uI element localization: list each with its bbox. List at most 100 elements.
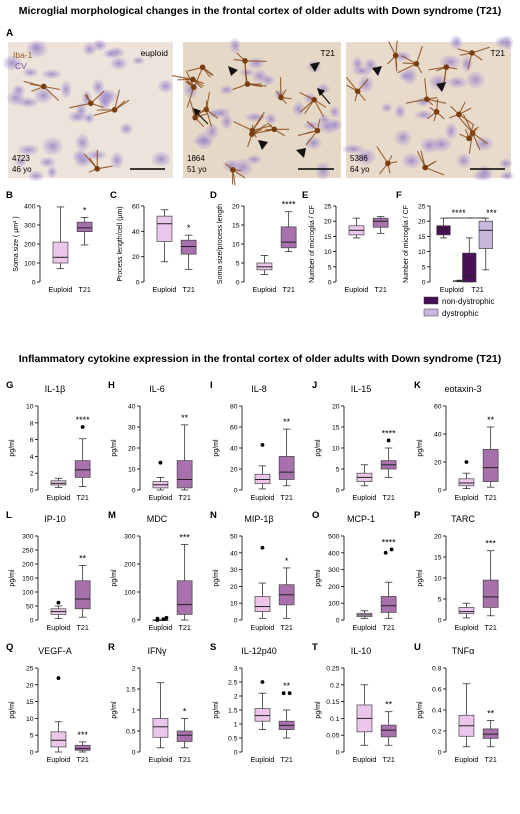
- chart-title: IL-15: [351, 384, 372, 394]
- panel-letter: U: [414, 642, 421, 653]
- panel-letter: O: [312, 510, 319, 521]
- box: [177, 581, 192, 615]
- x-tick-label: Euploid: [352, 755, 376, 764]
- y-tick-label: 5: [422, 264, 426, 271]
- micrograph-tag: euploid: [141, 48, 169, 58]
- y-tick-label: 0.6: [432, 687, 442, 694]
- box: [381, 725, 396, 737]
- y-tick-label: 20: [324, 219, 332, 226]
- micrograph-case-id: 1864: [187, 154, 205, 163]
- y-axis-label: Process length/cell (µm): [117, 206, 124, 281]
- outlier-point: [282, 691, 286, 695]
- box-plot: [181, 235, 196, 269]
- outlier-point: [159, 461, 163, 465]
- outlier-point: [384, 551, 388, 555]
- panel-letter: N: [210, 510, 217, 521]
- y-tick-label: 0: [336, 618, 340, 625]
- chart-title: MCP-1: [347, 514, 375, 524]
- significance-marker: ***: [179, 532, 190, 542]
- chart-title: eotaxin-3: [444, 384, 481, 394]
- nucleus-stain: [358, 76, 373, 93]
- y-tick-label: 8: [30, 420, 34, 427]
- box-plot: [279, 691, 294, 738]
- box-plot: [357, 685, 372, 745]
- y-tick-label: 60: [230, 425, 238, 432]
- microglia-soma: [245, 81, 251, 87]
- y-tick-label: 0: [336, 750, 340, 757]
- y-tick-label: 0: [234, 488, 238, 495]
- chart-title: TARC: [451, 514, 475, 524]
- panel-letter: B: [6, 190, 13, 201]
- box-plot: [255, 443, 270, 489]
- box-plot: [177, 718, 192, 747]
- significance-marker: **: [283, 417, 291, 427]
- microglia-soma: [466, 136, 472, 142]
- outlier-point: [465, 460, 469, 464]
- x-tick-label: Euploid: [454, 623, 478, 632]
- microglia-soma: [469, 50, 475, 56]
- y-tick-label: 1.5: [126, 687, 136, 694]
- nucleus-stain: [261, 75, 275, 85]
- y-axis-label: pg/ml: [315, 439, 322, 457]
- y-axis-label: pg/ml: [213, 439, 220, 457]
- nucleus-stain: [440, 55, 461, 68]
- box-plot: [51, 601, 66, 619]
- y-tick-label: 20: [232, 204, 240, 211]
- microglia-soma: [242, 58, 248, 64]
- legend-label: dystrophic: [442, 309, 478, 318]
- significance-marker: **: [385, 700, 393, 710]
- y-tick-label: 200: [22, 562, 34, 569]
- outlier-point: [165, 616, 169, 620]
- y-tick-label: 0: [30, 750, 34, 757]
- nucleus-stain: [104, 49, 119, 58]
- box: [459, 607, 474, 613]
- y-tick-label: 0: [136, 280, 140, 287]
- significance-marker: **: [487, 709, 495, 719]
- significance-marker: *: [285, 556, 289, 566]
- x-tick-label: Euploid: [440, 285, 464, 294]
- nucleus-stain: [316, 162, 331, 179]
- y-tick-label: 3: [234, 666, 238, 673]
- x-tick-label: Euploid: [352, 493, 376, 502]
- outlier-point: [261, 443, 265, 447]
- y-tick-label: 2.5: [228, 680, 238, 687]
- y-tick-label: 200: [328, 584, 340, 591]
- chart-title: IL-12p40: [241, 646, 277, 656]
- nucleus-stain: [246, 155, 261, 164]
- nucleus-stain: [445, 123, 457, 139]
- significance-marker: **: [487, 415, 495, 425]
- x-tick-label: T21: [484, 755, 496, 764]
- x-tick-label: T21: [76, 755, 88, 764]
- box-plot: [51, 676, 66, 752]
- y-axis-label: pg/ml: [9, 569, 16, 587]
- x-tick-label: Euploid: [148, 623, 172, 632]
- significance-marker: ****: [76, 415, 91, 425]
- micrograph-case-id: 4723: [12, 154, 30, 163]
- box: [463, 253, 477, 282]
- nucleus-stain: [12, 85, 25, 96]
- significance-marker: **: [283, 681, 291, 691]
- box-plot: [381, 548, 396, 619]
- box-plot: [483, 551, 498, 616]
- x-tick-label: T21: [178, 623, 190, 632]
- x-tick-label: T21: [76, 623, 88, 632]
- panel-letter: L: [6, 510, 12, 521]
- y-tick-label: 0.5: [126, 729, 136, 736]
- legend-swatch: [424, 309, 438, 316]
- y-tick-label: 2: [30, 471, 34, 478]
- y-tick-label: 150: [22, 576, 34, 583]
- y-axis-label: Soma size ( µm² ): [13, 216, 20, 271]
- x-tick-label: Euploid: [46, 623, 70, 632]
- x-tick-label: T21: [282, 285, 294, 294]
- nucleus-stain: [158, 80, 173, 93]
- x-tick-label: T21: [484, 623, 496, 632]
- chart-title: IFNγ: [148, 646, 167, 656]
- y-tick-label: 0.1: [330, 716, 340, 723]
- x-tick-label: T21: [382, 755, 394, 764]
- nucleus-stain: [42, 137, 62, 155]
- nucleus-stain: [450, 35, 462, 49]
- y-tick-label: 0.25: [326, 666, 339, 673]
- nucleus-stain: [42, 70, 61, 79]
